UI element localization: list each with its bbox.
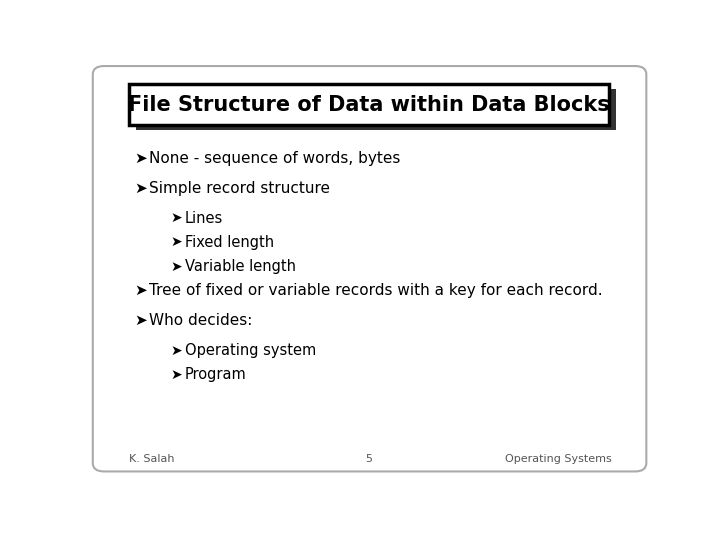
Text: ➤: ➤	[171, 211, 183, 225]
Text: ➤: ➤	[171, 259, 183, 273]
Text: File Structure of Data within Data Blocks: File Structure of Data within Data Block…	[128, 94, 610, 114]
FancyBboxPatch shape	[136, 89, 616, 130]
Text: Variable length: Variable length	[185, 259, 296, 274]
FancyBboxPatch shape	[129, 84, 609, 125]
Text: ➤: ➤	[171, 368, 183, 382]
Text: ➤: ➤	[135, 181, 148, 196]
Text: ➤: ➤	[135, 313, 148, 328]
Text: Who decides:: Who decides:	[148, 313, 252, 328]
Text: Operating system: Operating system	[185, 343, 316, 358]
Text: None - sequence of words, bytes: None - sequence of words, bytes	[148, 151, 400, 166]
Text: K. Salah: K. Salah	[129, 454, 174, 463]
Text: Tree of fixed or variable records with a key for each record.: Tree of fixed or variable records with a…	[148, 283, 602, 298]
Text: 5: 5	[366, 454, 372, 463]
Text: Lines: Lines	[185, 211, 223, 226]
FancyBboxPatch shape	[93, 66, 647, 471]
Text: Fixed length: Fixed length	[185, 235, 274, 250]
Text: Simple record structure: Simple record structure	[148, 181, 330, 196]
Text: Program: Program	[185, 367, 247, 382]
Text: Operating Systems: Operating Systems	[505, 454, 612, 463]
Text: ➤: ➤	[171, 343, 183, 357]
Text: ➤: ➤	[171, 235, 183, 249]
Text: ➤: ➤	[135, 283, 148, 298]
Text: ➤: ➤	[135, 151, 148, 166]
